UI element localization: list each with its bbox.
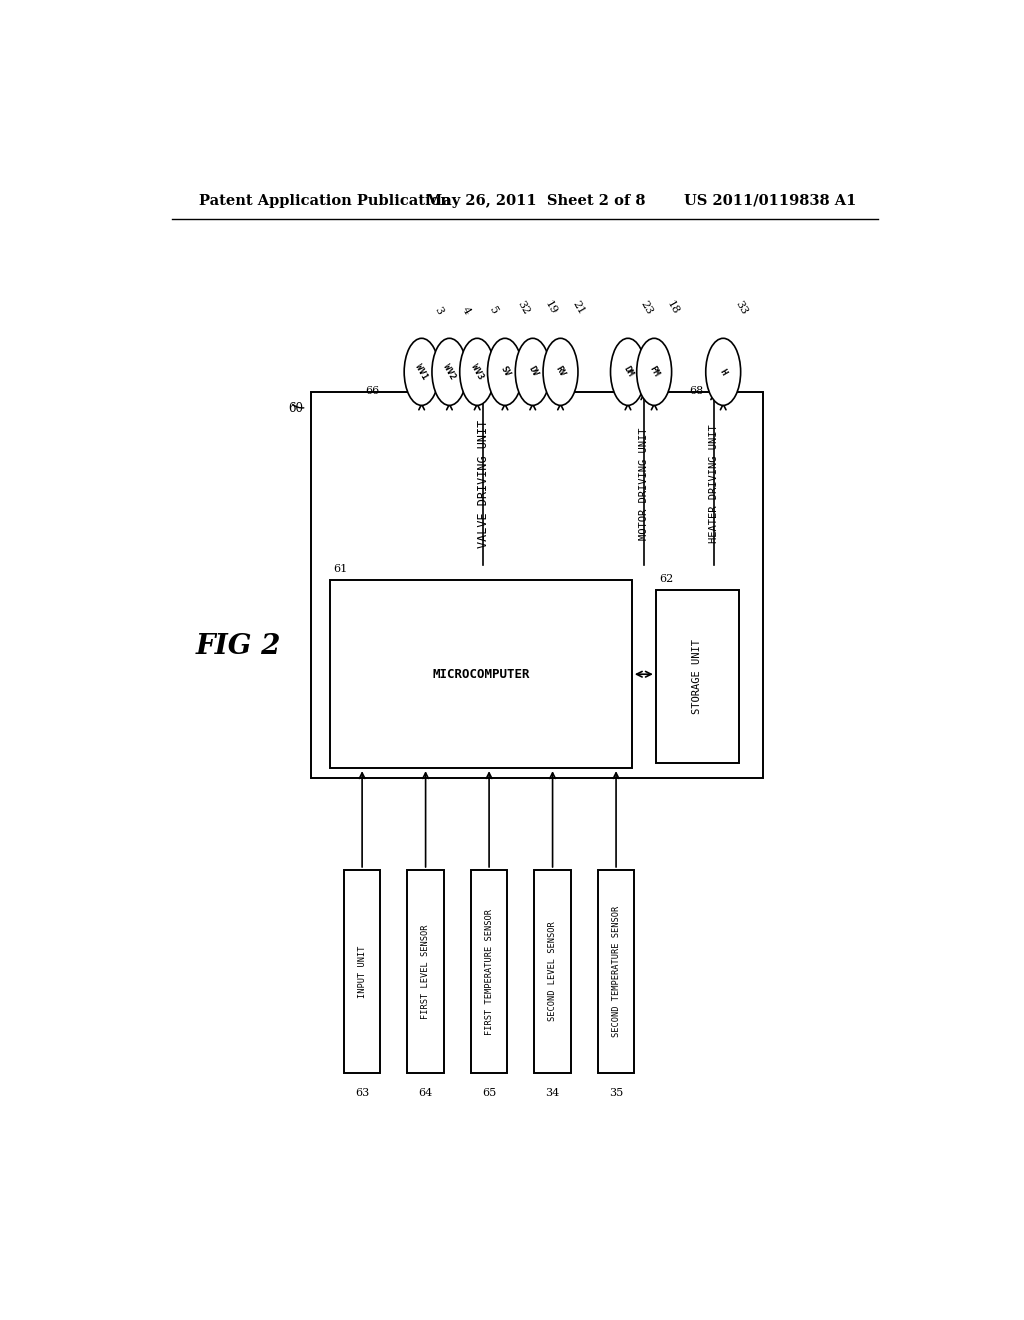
Bar bbox=[408, 870, 443, 1073]
Text: VALVE DRIVING UNIT: VALVE DRIVING UNIT bbox=[476, 420, 489, 548]
Text: 65: 65 bbox=[482, 1089, 497, 1098]
Text: WV1: WV1 bbox=[414, 363, 429, 381]
Text: FIRST TEMPERATURE SENSOR: FIRST TEMPERATURE SENSOR bbox=[484, 908, 494, 1035]
Text: 21: 21 bbox=[570, 298, 587, 315]
Ellipse shape bbox=[432, 338, 467, 405]
Text: WV2: WV2 bbox=[441, 363, 458, 381]
Ellipse shape bbox=[706, 338, 740, 405]
Text: 63: 63 bbox=[355, 1089, 370, 1098]
Text: 33: 33 bbox=[733, 298, 750, 315]
Text: SECOND LEVEL SENSOR: SECOND LEVEL SENSOR bbox=[548, 921, 557, 1022]
Text: US 2011/0119838 A1: US 2011/0119838 A1 bbox=[684, 194, 856, 209]
Text: 34: 34 bbox=[546, 1089, 560, 1098]
Text: 60: 60 bbox=[289, 403, 303, 416]
Bar bbox=[362, 403, 604, 565]
Bar bbox=[331, 581, 632, 768]
Text: RV: RV bbox=[554, 364, 567, 379]
Text: INPUT UNIT: INPUT UNIT bbox=[357, 945, 367, 998]
Ellipse shape bbox=[460, 338, 495, 405]
Bar bbox=[686, 403, 741, 565]
Text: PM: PM bbox=[647, 364, 660, 379]
Ellipse shape bbox=[543, 338, 578, 405]
Text: May 26, 2011  Sheet 2 of 8: May 26, 2011 Sheet 2 of 8 bbox=[426, 194, 645, 209]
Text: FIRST LEVEL SENSOR: FIRST LEVEL SENSOR bbox=[421, 924, 430, 1019]
Text: 35: 35 bbox=[609, 1089, 624, 1098]
Text: Patent Application Publication: Patent Application Publication bbox=[200, 194, 452, 209]
Ellipse shape bbox=[610, 338, 645, 405]
Bar bbox=[535, 870, 570, 1073]
Text: MICROCOMPUTER: MICROCOMPUTER bbox=[432, 668, 529, 681]
Ellipse shape bbox=[487, 338, 522, 405]
Text: HEATER DRIVING UNIT: HEATER DRIVING UNIT bbox=[709, 424, 719, 543]
Text: DV: DV bbox=[526, 364, 540, 379]
Ellipse shape bbox=[404, 338, 439, 405]
Text: DM: DM bbox=[622, 364, 635, 379]
Text: 61: 61 bbox=[334, 564, 348, 574]
Text: 67: 67 bbox=[620, 387, 634, 396]
Text: SV: SV bbox=[499, 364, 512, 379]
Bar bbox=[655, 590, 739, 763]
Text: 68: 68 bbox=[689, 387, 703, 396]
Text: 5: 5 bbox=[487, 305, 500, 315]
Ellipse shape bbox=[637, 338, 672, 405]
Bar bbox=[616, 403, 672, 565]
Bar bbox=[310, 392, 763, 779]
Text: MOTOR DRIVING UNIT: MOTOR DRIVING UNIT bbox=[639, 428, 649, 540]
Bar bbox=[471, 870, 507, 1073]
Text: 64: 64 bbox=[419, 1089, 433, 1098]
Text: 66: 66 bbox=[366, 387, 380, 396]
Text: 32: 32 bbox=[515, 298, 531, 315]
Text: 4: 4 bbox=[460, 305, 472, 315]
Text: 62: 62 bbox=[658, 574, 673, 585]
Text: 3: 3 bbox=[432, 305, 444, 315]
Text: SECOND TEMPERATURE SENSOR: SECOND TEMPERATURE SENSOR bbox=[611, 906, 621, 1038]
Text: H: H bbox=[718, 367, 728, 376]
Text: 19: 19 bbox=[543, 298, 559, 315]
Text: WV3: WV3 bbox=[469, 363, 485, 381]
Text: 18: 18 bbox=[665, 298, 680, 315]
Bar bbox=[344, 870, 380, 1073]
Text: STORAGE UNIT: STORAGE UNIT bbox=[692, 639, 702, 714]
Ellipse shape bbox=[515, 338, 550, 405]
Text: FIG 2: FIG 2 bbox=[196, 632, 281, 660]
Bar bbox=[598, 870, 634, 1073]
Text: 23: 23 bbox=[638, 298, 654, 315]
